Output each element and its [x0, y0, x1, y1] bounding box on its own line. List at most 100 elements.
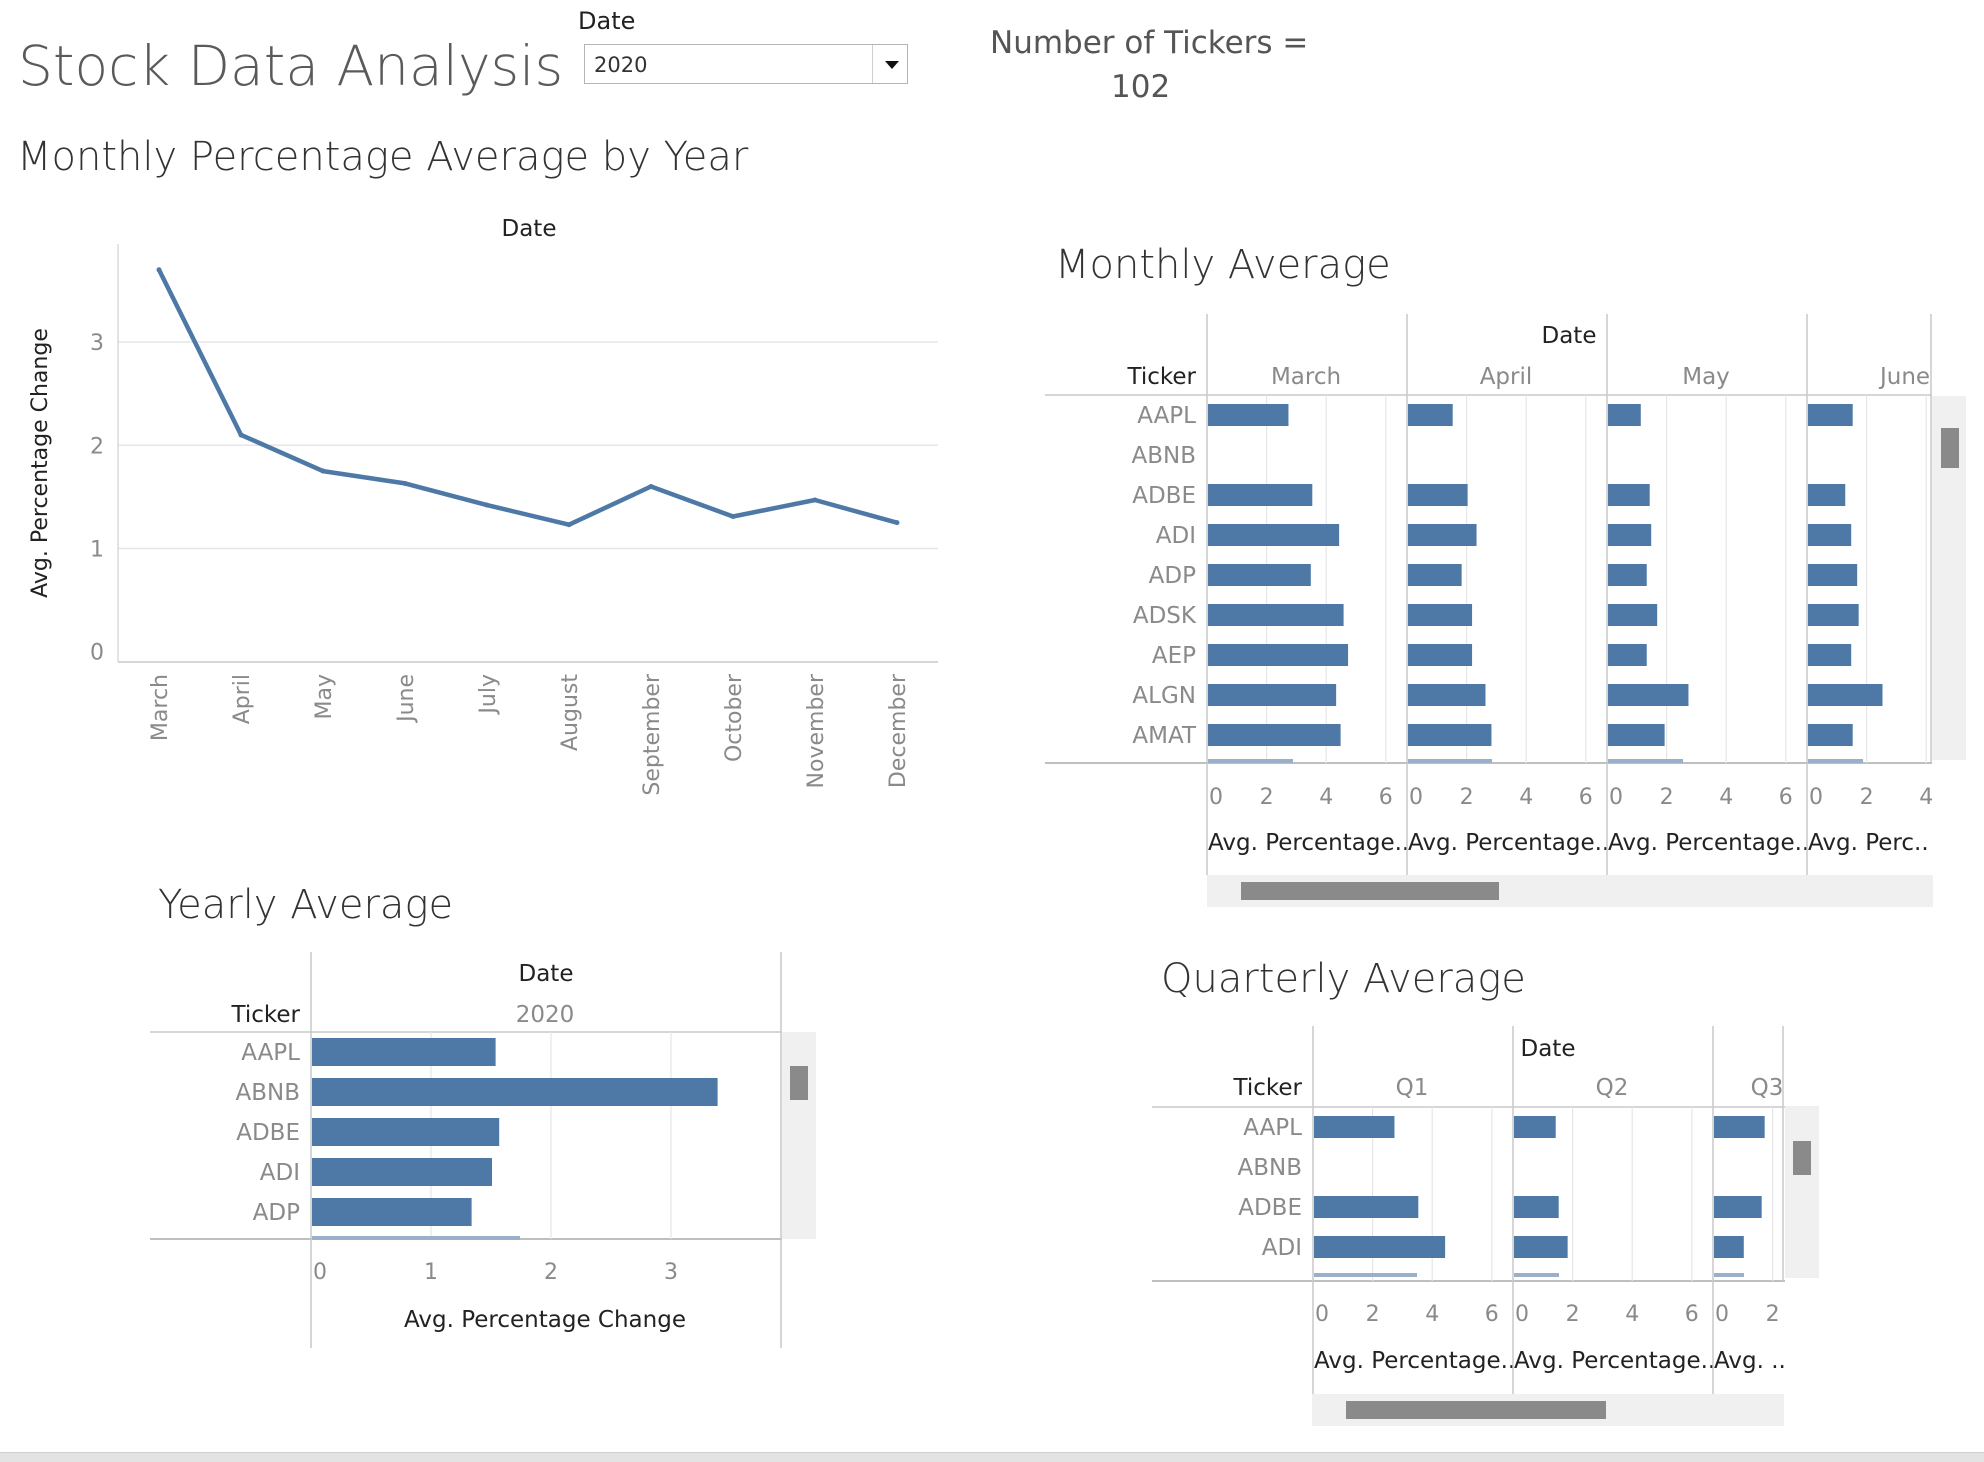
monthly-vertical-scroll-thumb[interactable]: [1941, 428, 1959, 468]
ticker-label: ADI: [1262, 1235, 1302, 1261]
ticker-label: ADBE: [236, 1120, 300, 1146]
bar: [1408, 564, 1462, 586]
y-tick-label: 0: [90, 641, 104, 666]
bar: [1408, 524, 1477, 546]
x-tick-label: 2: [1860, 785, 1874, 810]
quarterly-average-title: Quarterly Average: [1161, 956, 1526, 1002]
x-tick-label: September: [640, 673, 665, 796]
data-point: [730, 513, 736, 519]
bar: [312, 1078, 718, 1106]
bar: [1808, 404, 1853, 426]
bar: [1314, 1196, 1419, 1218]
x-axis-label: Avg. ..: [1714, 1348, 1786, 1374]
bar: [1208, 524, 1340, 546]
data-point: [812, 497, 818, 503]
bar: [1608, 404, 1641, 426]
ticker-label: ADI: [1156, 523, 1196, 549]
column-header: Date: [1542, 323, 1597, 349]
x-axis-label: Avg. Perc..: [1808, 830, 1929, 856]
bar: [1714, 1236, 1744, 1258]
y-tick-label: 2: [90, 434, 104, 459]
yearly-vertical-scroll-thumb[interactable]: [790, 1066, 808, 1100]
x-tick-label: March: [148, 674, 173, 741]
bar: [1808, 564, 1858, 586]
x-tick-label: 2: [544, 1260, 558, 1285]
monthly-vertical-scrollbar[interactable]: [1932, 396, 1966, 760]
bar: [1714, 1196, 1762, 1218]
panel-header: June: [1878, 364, 1930, 390]
panel-header: March: [1271, 364, 1341, 390]
x-axis-label: Avg. Percentage..: [1608, 830, 1809, 856]
bar: [1408, 404, 1453, 426]
bar: [1514, 1116, 1556, 1138]
yearly-average-title: Yearly Average: [158, 882, 454, 928]
data-point: [402, 480, 408, 486]
x-tick-label: 4: [1719, 785, 1733, 810]
dashboard-title: Stock Data Analysis: [18, 34, 564, 98]
ticker-label: ABNB: [236, 1080, 301, 1106]
y-tick-label: 3: [90, 331, 104, 356]
yearly-vertical-scrollbar[interactable]: [782, 1032, 816, 1239]
monthly-average-title: Monthly Average: [1055, 242, 1391, 288]
date-filter-dropdown[interactable]: 2020: [584, 44, 908, 84]
dropdown-divider: [872, 45, 873, 83]
partial-bar: [1314, 1273, 1417, 1277]
partial-bar: [1608, 759, 1683, 763]
bar: [1208, 684, 1337, 706]
ticker-label: AEP: [1152, 643, 1196, 669]
x-tick-label: 0: [1209, 785, 1223, 810]
monthly-horizontal-scroll-thumb[interactable]: [1241, 882, 1499, 900]
row-header: Ticker: [1233, 1075, 1303, 1101]
x-axis-label: Avg. Percentage..: [1514, 1348, 1715, 1374]
ticker-label: ADBE: [1132, 483, 1196, 509]
data-point: [156, 267, 162, 273]
bar: [1808, 644, 1852, 666]
x-tick-label: 6: [1579, 785, 1593, 810]
bar: [1208, 724, 1341, 746]
x-tick-label: 6: [1779, 785, 1793, 810]
ticker-label: AAPL: [241, 1040, 300, 1066]
row-header: Ticker: [231, 1002, 301, 1028]
quarterly-vertical-scroll-thumb[interactable]: [1793, 1141, 1811, 1175]
x-tick-label: 2: [1260, 785, 1274, 810]
chevron-down-icon[interactable]: [585, 45, 909, 85]
bar: [1714, 1116, 1765, 1138]
x-tick-label: 2: [1460, 785, 1474, 810]
data-point: [648, 484, 654, 490]
monthly-horizontal-scrollbar[interactable]: [1207, 875, 1933, 907]
bar: [1314, 1236, 1446, 1258]
data-point: [320, 468, 326, 474]
quarterly-horizontal-scrollbar[interactable]: [1312, 1394, 1784, 1426]
bar: [1408, 684, 1486, 706]
bar: [312, 1038, 496, 1066]
x-tick-label: 0: [1409, 785, 1423, 810]
quarterly-vertical-scrollbar[interactable]: [1785, 1106, 1819, 1278]
x-tick-label: November: [804, 673, 829, 788]
ticker-label: ADP: [1149, 563, 1196, 589]
bar: [1514, 1196, 1559, 1218]
ticker-label: ALGN: [1132, 683, 1196, 709]
quarterly-horizontal-scroll-thumb[interactable]: [1346, 1401, 1606, 1419]
x-tick-label: 0: [1715, 1302, 1729, 1327]
ticker-label: ABNB: [1132, 443, 1197, 469]
panel-header: Q1: [1396, 1075, 1429, 1101]
bar: [1208, 484, 1313, 506]
bar: [1208, 564, 1311, 586]
bar: [1208, 644, 1349, 666]
ticker-label: ADI: [260, 1160, 300, 1186]
bar: [1808, 724, 1853, 746]
x-tick-label: May: [312, 674, 337, 719]
bar: [1608, 604, 1658, 626]
partial-bar: [1808, 759, 1863, 763]
x-tick-label: 0: [1809, 785, 1823, 810]
bar: [1208, 404, 1289, 426]
partial-bar: [1514, 1273, 1559, 1277]
y-axis-label: Avg. Percentage Change: [28, 328, 53, 598]
data-point: [566, 522, 572, 528]
bar: [1408, 604, 1473, 626]
partial-bar: [312, 1236, 520, 1240]
ticker-label: AAPL: [1243, 1115, 1302, 1141]
x-tick-label: 2: [1660, 785, 1674, 810]
ticker-label: AMAT: [1132, 723, 1197, 749]
